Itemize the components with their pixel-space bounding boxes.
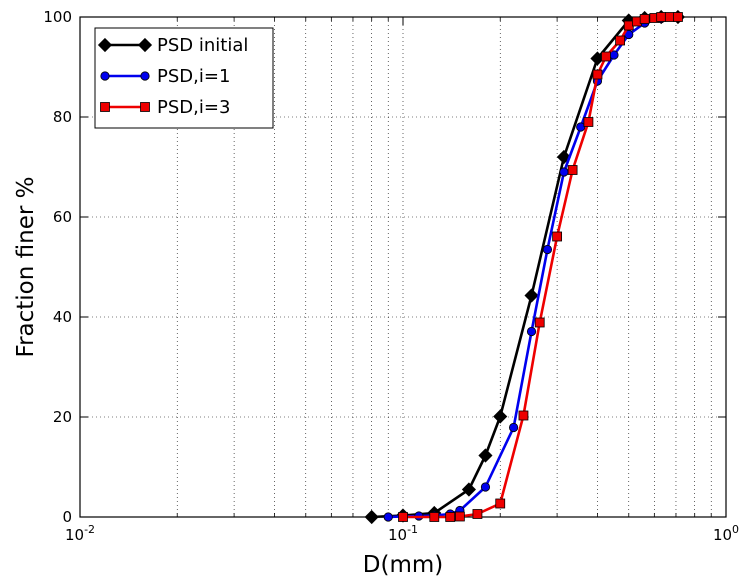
data-point bbox=[398, 512, 408, 522]
x-tick-label: 10-1 bbox=[388, 523, 418, 544]
data-point bbox=[552, 231, 563, 242]
data-point bbox=[656, 12, 667, 22]
legend-entry-label: PSD initial bbox=[157, 35, 248, 56]
data-point bbox=[623, 20, 634, 31]
legend-marker bbox=[97, 37, 113, 53]
series-line bbox=[388, 15, 679, 519]
data-point bbox=[429, 512, 440, 522]
legend-entry-label: PSD,i=1 bbox=[157, 66, 230, 87]
data-point bbox=[472, 509, 483, 519]
data-point bbox=[461, 482, 476, 497]
data-point bbox=[592, 69, 603, 80]
legend-marker bbox=[100, 102, 110, 112]
legend-marker bbox=[140, 71, 150, 81]
series-2 bbox=[398, 12, 683, 522]
series-line bbox=[371, 15, 678, 519]
y-tick-label: 80 bbox=[53, 108, 72, 126]
y-tick-label: 60 bbox=[53, 208, 72, 226]
data-point bbox=[526, 326, 537, 337]
y-tick-label: 40 bbox=[53, 308, 72, 326]
legend-marker bbox=[100, 71, 110, 81]
data-point bbox=[542, 244, 553, 255]
y-tick-label: 100 bbox=[43, 8, 72, 26]
data-point bbox=[664, 12, 675, 22]
data-point bbox=[567, 165, 578, 175]
data-point bbox=[534, 317, 545, 328]
data-point bbox=[383, 512, 393, 522]
data-point bbox=[583, 117, 594, 127]
data-point bbox=[509, 422, 519, 433]
x-tick-label: 10-2 bbox=[65, 523, 95, 544]
data-point bbox=[478, 448, 493, 463]
data-point bbox=[673, 12, 683, 22]
data-point bbox=[639, 14, 650, 24]
data-point bbox=[364, 509, 379, 525]
data-point bbox=[601, 51, 611, 62]
legend-marker bbox=[137, 37, 153, 53]
data-point bbox=[445, 512, 456, 522]
data-point bbox=[576, 122, 586, 132]
series-0 bbox=[364, 9, 686, 525]
data-point bbox=[454, 511, 465, 522]
y-tick-label: 20 bbox=[53, 408, 72, 426]
data-point bbox=[495, 498, 506, 509]
data-point bbox=[480, 482, 491, 492]
data-point bbox=[493, 409, 508, 424]
x-axis-label: D(mm) bbox=[363, 552, 443, 578]
axis-ticks bbox=[79, 16, 727, 518]
data-point bbox=[615, 35, 625, 46]
data-point bbox=[518, 410, 529, 421]
x-tick-label: 100 bbox=[713, 523, 739, 544]
series-line bbox=[403, 15, 678, 519]
legend-entry-label: PSD,i=3 bbox=[157, 97, 230, 118]
y-tick-label: 0 bbox=[62, 508, 72, 526]
data-point bbox=[524, 288, 539, 303]
series-layer bbox=[364, 9, 686, 525]
legend-marker bbox=[140, 102, 150, 112]
legend: PSD initial PSD,i=1 PSD,i=3 bbox=[94, 27, 274, 129]
y-axis-label: Fraction finer % bbox=[13, 177, 39, 358]
data-point bbox=[559, 167, 569, 177]
series-1 bbox=[383, 12, 683, 522]
tick-labels: 10-2 10-1 100 0 20 40 60 80 100 bbox=[43, 8, 739, 544]
